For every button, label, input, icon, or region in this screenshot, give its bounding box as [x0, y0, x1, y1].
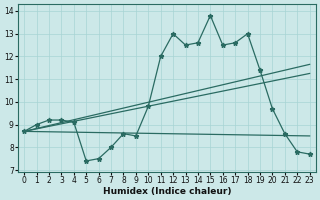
- X-axis label: Humidex (Indice chaleur): Humidex (Indice chaleur): [103, 187, 231, 196]
